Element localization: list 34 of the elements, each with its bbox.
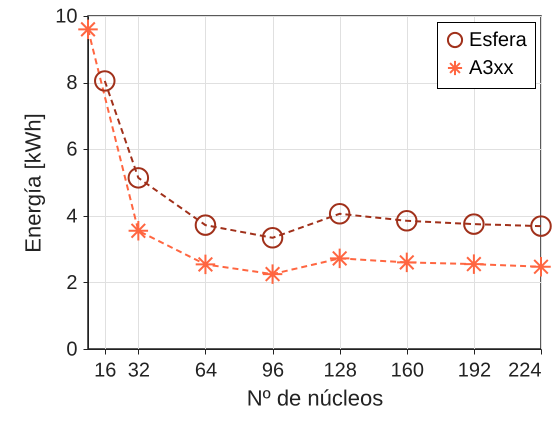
y-tick-label: 4: [66, 205, 78, 228]
point: [328, 248, 350, 270]
point: [194, 214, 216, 236]
point: [194, 254, 216, 276]
y-axis-title: Energía [kWh]: [20, 113, 46, 253]
point: [77, 18, 99, 40]
x-tick-label: 160: [390, 360, 424, 382]
x-tick-label: 64: [194, 360, 218, 382]
point: [262, 227, 284, 249]
x-tick-label: 16: [94, 360, 116, 382]
point: [94, 70, 116, 92]
point: [396, 252, 418, 274]
x-tick-label: 192: [458, 360, 492, 382]
point: [530, 215, 552, 237]
x-axis-title: Nº de núcleos: [246, 386, 384, 410]
point: [328, 203, 350, 225]
x-tick-label: 96: [262, 360, 284, 382]
y-tick-label: 6: [66, 138, 78, 161]
y-tick-label: 0: [66, 338, 78, 360]
y-tick-label: 8: [66, 72, 78, 94]
point: [396, 210, 418, 232]
point: [463, 213, 485, 235]
legend-label: A3xx: [469, 57, 514, 79]
x-tick-label: 32: [128, 360, 150, 382]
legend-label: Esfera: [469, 29, 528, 51]
point: [463, 253, 485, 275]
point: [530, 256, 552, 278]
point: [128, 220, 150, 242]
point: [262, 263, 284, 285]
x-tick-label: 128: [323, 360, 357, 382]
y-tick-label: 10: [55, 6, 78, 28]
point: [128, 167, 150, 189]
y-tick-label: 2: [66, 272, 78, 294]
x-tick-label: 224: [508, 360, 542, 382]
